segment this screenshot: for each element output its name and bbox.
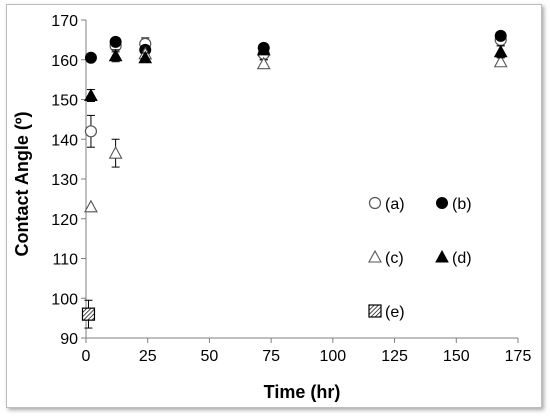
- legend-entry: (d): [435, 249, 472, 267]
- data-point: [84, 51, 97, 64]
- data-point: [256, 42, 271, 56]
- data-point: [493, 44, 508, 58]
- x-tick-label: 0: [82, 348, 91, 365]
- x-tick-label: 100: [320, 348, 347, 365]
- data-point: [108, 146, 123, 159]
- legend-label: (b): [452, 196, 472, 213]
- x-tick-label: 125: [381, 348, 408, 365]
- data-point: [84, 88, 98, 102]
- legend-marker: [436, 197, 448, 209]
- legend-entry: (a): [368, 196, 405, 213]
- data-point: [84, 199, 98, 213]
- y-tick-label: 90: [60, 331, 78, 348]
- data-point: [84, 125, 98, 138]
- x-axis-title: Time (hr): [264, 382, 341, 402]
- data-point: [138, 50, 153, 64]
- y-tick-label: 150: [51, 93, 78, 110]
- legend-label: (c): [385, 250, 404, 267]
- chart-frame: [6, 4, 542, 408]
- legend-label: (a): [385, 196, 405, 213]
- data-point: [494, 29, 507, 42]
- legend-label: (d): [452, 250, 472, 267]
- legend-marker: [435, 249, 449, 263]
- y-tick-label: 130: [51, 172, 78, 189]
- data-point: [109, 35, 122, 48]
- legend-label: (e): [385, 304, 405, 321]
- y-tick-label: 160: [51, 53, 78, 70]
- y-tick-label: 140: [51, 132, 78, 149]
- legend-entry: (c): [368, 249, 404, 267]
- y-tick-label: 110: [52, 252, 78, 269]
- x-tick-label: 25: [139, 348, 157, 365]
- x-tick-label: 75: [262, 348, 280, 365]
- x-tick-label: 175: [505, 348, 532, 365]
- x-tick-label: 50: [201, 348, 219, 365]
- data-point: [81, 307, 96, 321]
- y-tick-label: 100: [51, 291, 78, 308]
- data-point: [108, 48, 123, 62]
- y-axis-title: Contact Angle (º): [12, 112, 32, 257]
- legend-marker: [368, 196, 382, 210]
- y-tick-label: 120: [51, 212, 78, 229]
- legend-marker: [368, 304, 382, 318]
- x-tick-label: 150: [443, 348, 470, 365]
- data-point: [493, 54, 508, 68]
- legend-marker: [368, 249, 382, 263]
- legend-entry: (e): [368, 304, 405, 321]
- y-tick-label: 170: [51, 13, 78, 30]
- legend-entry: (b): [436, 196, 472, 213]
- data-point: [256, 56, 271, 70]
